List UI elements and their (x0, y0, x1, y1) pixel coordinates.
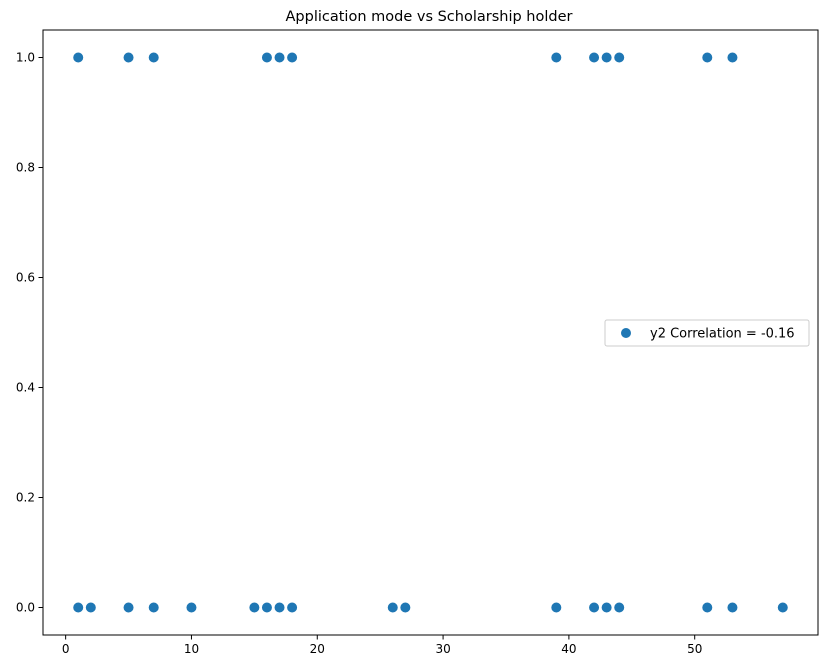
data-point (614, 602, 625, 613)
data-point (601, 52, 612, 63)
legend-label: y2 Correlation = -0.16 (650, 327, 795, 342)
x-tick-label: 20 (310, 642, 325, 656)
data-point (186, 602, 197, 613)
x-tick-label: 10 (184, 642, 199, 656)
data-point (589, 602, 600, 613)
data-point (148, 602, 159, 613)
data-point (287, 602, 298, 613)
x-tick-label: 30 (435, 642, 450, 656)
data-point (551, 602, 562, 613)
data-point (123, 602, 134, 613)
data-point (261, 52, 272, 63)
x-tick-label: 0 (62, 642, 70, 656)
y-tick-label: 0.8 (16, 161, 35, 175)
data-point (73, 52, 84, 63)
y-tick-label: 0.4 (16, 381, 35, 395)
data-point (148, 52, 159, 63)
chart-title: Application mode vs Scholarship holder (286, 9, 573, 25)
legend-box (604, 319, 810, 347)
data-point (249, 602, 260, 613)
data-point (274, 52, 285, 63)
legend: y2 Correlation = -0.16 (604, 319, 810, 347)
data-point (123, 52, 134, 63)
data-point (400, 602, 411, 613)
y-tick-label: 0.2 (16, 491, 35, 505)
data-point (777, 602, 788, 613)
data-point (702, 52, 713, 63)
scatter-points (73, 52, 788, 613)
data-point (727, 52, 738, 63)
data-point (387, 602, 398, 613)
plot-area (42, 29, 819, 636)
data-point (261, 602, 272, 613)
data-point (274, 602, 285, 613)
x-tick-label: 40 (561, 642, 576, 656)
data-point (589, 52, 600, 63)
data-point (551, 52, 562, 63)
data-point (614, 52, 625, 63)
data-point (702, 602, 713, 613)
data-point (601, 602, 612, 613)
x-axis: 0 10 20 30 40 50 (62, 635, 702, 656)
y-tick-label: 0.6 (16, 271, 35, 285)
y-tick-label: 1.0 (16, 51, 35, 65)
legend-marker (621, 328, 631, 338)
data-point (85, 602, 96, 613)
data-point (73, 602, 84, 613)
data-point (287, 52, 298, 63)
y-tick-label: 0.0 (16, 601, 35, 615)
data-point (727, 602, 738, 613)
x-tick-label: 50 (687, 642, 702, 656)
y-axis: 0.0 0.2 0.4 0.6 0.8 1.0 (16, 51, 43, 615)
